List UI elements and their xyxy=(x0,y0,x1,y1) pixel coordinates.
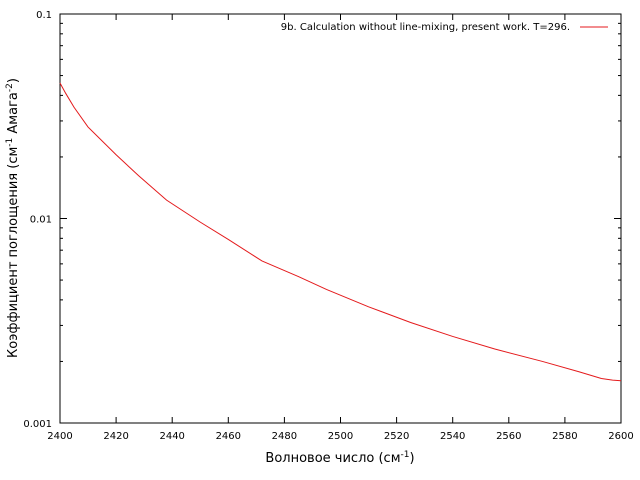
y-tick-label: 0.1 xyxy=(36,10,52,21)
series-layer xyxy=(59,82,622,382)
x-axis-ticks: 2400 2420 2440 2460 2480 2500 2520 2540 2560 2580… xyxy=(47,14,634,442)
x-tick-label: 2500 xyxy=(328,431,353,442)
y-axis-title: Коэффициент поглощения (см-1 Амага-2) xyxy=(5,78,21,358)
y-axis-ticks: 0.001 0.01 0.1 xyxy=(23,10,621,430)
x-tick-label: 2440 xyxy=(159,431,184,442)
x-tick-label: 2560 xyxy=(496,431,521,442)
y-axis-title-superscript-1: -1 xyxy=(5,138,15,147)
x-tick-label: 2400 xyxy=(47,431,72,442)
series-line xyxy=(59,82,622,382)
y-axis-title-superscript-2: -2 xyxy=(5,83,15,92)
x-tick-label: 2520 xyxy=(384,431,409,442)
legend: 9b. Calculation without line-mixing, pre… xyxy=(281,22,608,33)
plot-frame xyxy=(59,13,622,424)
x-tick-label: 2420 xyxy=(103,431,128,442)
x-tick-label: 2600 xyxy=(608,431,633,442)
x-axis-title: Волновое число (см-1) xyxy=(265,450,414,466)
x-tick-label: 2580 xyxy=(552,431,577,442)
x-tick-label: 2540 xyxy=(440,431,465,442)
x-tick-label: 2480 xyxy=(272,431,297,442)
x-tick-label: 2460 xyxy=(216,431,241,442)
y-tick-label: 0.001 xyxy=(23,419,52,430)
y-tick-label: 0.01 xyxy=(30,215,52,226)
x-axis-title-superscript: -1 xyxy=(401,450,410,460)
legend-label: 9b. Calculation without line-mixing, pre… xyxy=(281,22,570,33)
